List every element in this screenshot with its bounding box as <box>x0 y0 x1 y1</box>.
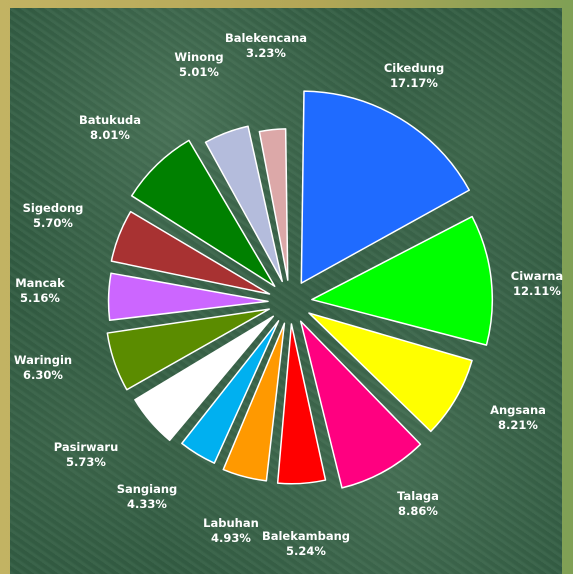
slice-label-sangiang: Sangiang <box>117 482 178 496</box>
slice-value-ciwarna: 12.11% <box>513 284 561 298</box>
slice-label-cikedung: Cikedung <box>384 61 444 75</box>
slice-label-winong: Winong <box>174 50 223 64</box>
slice-label-waringin: Waringin <box>14 353 72 367</box>
slice-value-angsana: 8.21% <box>498 418 538 432</box>
pie-slice-cikedung <box>300 90 471 284</box>
pie-slices <box>106 90 494 489</box>
slice-value-talaga: 8.86% <box>398 504 438 518</box>
slice-label-mancak: Mancak <box>15 276 65 290</box>
slice-value-balekencana: 3.23% <box>246 46 286 60</box>
pie-slice-batukuda <box>130 139 276 287</box>
pie-slice-ciwarna <box>311 215 494 346</box>
pie-slice-sangiang <box>181 320 280 464</box>
slice-value-mancak: 5.16% <box>20 291 60 305</box>
slice-label-balekambang: Balekambang <box>262 529 350 543</box>
pie-slice-labuhan <box>222 322 286 482</box>
slice-value-sangiang: 4.33% <box>127 497 167 511</box>
pie-slice-pasirwaru <box>134 315 275 442</box>
slice-value-labuhan: 4.93% <box>211 531 251 545</box>
slice-value-waringin: 6.30% <box>23 368 63 382</box>
slice-label-ciwarna: Ciwarna <box>511 269 563 283</box>
slice-value-balekambang: 5.24% <box>286 544 326 558</box>
pie-slice-angsana <box>308 312 473 433</box>
pie-slice-balekambang <box>276 323 327 485</box>
slice-label-sigedong: Sigedong <box>23 201 84 215</box>
pie-slice-balekencana <box>258 128 289 281</box>
slice-label-labuhan: Labuhan <box>203 516 259 530</box>
slice-label-angsana: Angsana <box>490 403 546 417</box>
slice-label-pasirwaru: Pasirwaru <box>54 440 119 454</box>
pie-slice-mancak <box>107 272 269 322</box>
pie-slice-waringin <box>106 308 270 391</box>
slice-label-talaga: Talaga <box>397 489 439 503</box>
pie-slice-sigedong <box>110 210 271 295</box>
slice-value-cikedung: 17.17% <box>390 76 438 90</box>
slice-label-balekencana: Balekencana <box>225 31 307 45</box>
slice-value-winong: 5.01% <box>179 65 219 79</box>
slice-value-batukuda: 8.01% <box>90 128 130 142</box>
slice-value-pasirwaru: 5.73% <box>66 455 106 469</box>
slice-value-sigedong: 5.70% <box>33 216 73 230</box>
pie-slice-talaga <box>299 320 422 489</box>
pie-slice-winong <box>204 125 283 283</box>
slice-label-batukuda: Batukuda <box>79 113 141 127</box>
